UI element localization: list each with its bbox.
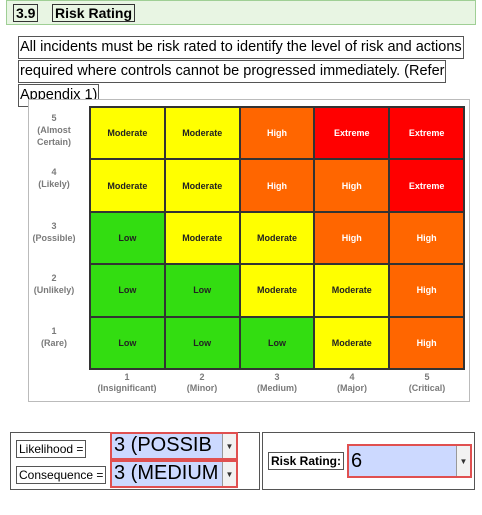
section-header: 3.9 Risk Rating — [6, 0, 476, 25]
consequence-select-value: 3 (MEDIUM — [114, 462, 219, 484]
risk-cell: Moderate — [164, 107, 240, 160]
section-number: 3.9 — [13, 4, 39, 22]
risk-rating-panel — [262, 432, 475, 490]
risk-cell: Moderate — [239, 211, 315, 265]
risk-cell: Low — [90, 211, 165, 265]
consequence-label-1: 1 (Insignificant) — [97, 372, 157, 393]
chevron-down-icon[interactable]: ▼ — [456, 446, 470, 476]
risk-cell: Moderate — [164, 159, 240, 212]
risk-cell: High — [314, 211, 390, 265]
risk-cell: Moderate — [90, 159, 165, 212]
risk-rating-label: Risk Rating: — [268, 452, 345, 470]
consequence-select[interactable]: 3 (MEDIUM ▼ — [110, 460, 238, 488]
risk-cell: High — [389, 264, 464, 317]
risk-cell: High — [239, 107, 315, 160]
risk-cell: Extreme — [389, 107, 464, 160]
consequence-label-5: 5 (Critical) — [408, 372, 446, 393]
intro-line: All incidents must be risk rated to iden… — [18, 36, 464, 59]
risk-cell: Low — [90, 264, 165, 317]
risk-cell: High — [389, 211, 464, 265]
likelihood-label-3: 3 (Possible) — [32, 221, 76, 243]
risk-cell: Extreme — [314, 107, 390, 160]
risk-cell: High — [314, 159, 390, 212]
risk-cell: Extreme — [389, 159, 464, 212]
risk-matrix: 5 (Almost Certain) 4 (Likely) 3 (Possibl… — [28, 99, 470, 402]
intro-line: required where controls cannot be progre… — [18, 60, 447, 83]
intro-paragraph: All incidents must be risk rated to iden… — [18, 36, 468, 108]
risk-cell: Moderate — [239, 264, 315, 317]
risk-cell: High — [239, 159, 315, 212]
likelihood-select[interactable]: 3 (POSSIB ▼ — [110, 432, 238, 460]
risk-rating-value: 6 — [351, 450, 363, 472]
likelihood-label-5: 5 (Almost Certain) — [36, 113, 71, 147]
likelihood-label-4: 4 (Likely) — [38, 167, 70, 189]
chevron-down-icon[interactable]: ▼ — [222, 434, 236, 458]
likelihood-label-2: 2 (Unlikely) — [33, 273, 75, 295]
risk-cell: Moderate — [164, 211, 240, 265]
risk-cell: Moderate — [314, 264, 390, 317]
consequence-label-4: 4 (Major) — [337, 372, 367, 393]
consequence-label-3: 3 (Medium) — [257, 372, 297, 393]
consequence-label-2: 2 (Minor) — [186, 372, 218, 393]
likelihood-label: Likelihood = — [16, 440, 87, 458]
risk-cell: Moderate — [314, 316, 390, 369]
risk-cell: Low — [239, 316, 315, 369]
risk-grid: Moderate Moderate High Extreme Extreme Modera… — [89, 106, 465, 370]
risk-cell: Moderate — [90, 107, 165, 160]
section-title: Risk Rating — [52, 4, 136, 22]
risk-cell: Low — [164, 316, 240, 369]
risk-cell: Low — [164, 264, 240, 317]
risk-rating-select[interactable]: 6 ▼ — [347, 444, 472, 478]
chevron-down-icon[interactable]: ▼ — [222, 462, 236, 486]
risk-cell: Low — [90, 316, 165, 369]
likelihood-label-1: 1 (Rare) — [40, 326, 67, 348]
consequence-label: Consequence = — [16, 466, 107, 484]
likelihood-select-value: 3 (POSSIB — [114, 434, 212, 456]
risk-cell: High — [389, 316, 464, 369]
